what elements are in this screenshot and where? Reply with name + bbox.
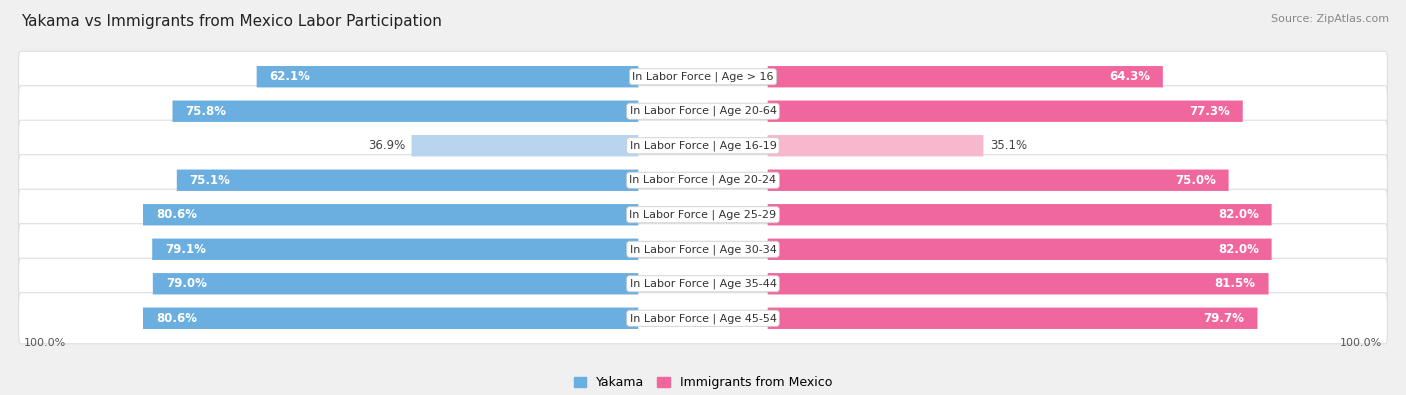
FancyBboxPatch shape (143, 308, 638, 329)
FancyBboxPatch shape (18, 155, 1388, 206)
Text: 100.0%: 100.0% (24, 338, 66, 348)
Text: 77.3%: 77.3% (1189, 105, 1230, 118)
FancyBboxPatch shape (18, 224, 1388, 275)
Text: Source: ZipAtlas.com: Source: ZipAtlas.com (1271, 14, 1389, 24)
FancyBboxPatch shape (18, 86, 1388, 137)
Text: 75.1%: 75.1% (190, 174, 231, 187)
FancyBboxPatch shape (768, 66, 1163, 87)
Text: 75.0%: 75.0% (1175, 174, 1216, 187)
Text: 79.7%: 79.7% (1204, 312, 1244, 325)
Text: 75.8%: 75.8% (186, 105, 226, 118)
FancyBboxPatch shape (18, 51, 1388, 102)
Text: 81.5%: 81.5% (1215, 277, 1256, 290)
FancyBboxPatch shape (768, 308, 1257, 329)
Text: 79.1%: 79.1% (165, 243, 207, 256)
Text: 62.1%: 62.1% (270, 70, 311, 83)
FancyBboxPatch shape (18, 120, 1388, 171)
Legend: Yakama, Immigrants from Mexico: Yakama, Immigrants from Mexico (574, 376, 832, 389)
Text: In Labor Force | Age 16-19: In Labor Force | Age 16-19 (630, 141, 776, 151)
Text: In Labor Force | Age 20-64: In Labor Force | Age 20-64 (630, 106, 776, 117)
FancyBboxPatch shape (173, 101, 638, 122)
Text: 35.1%: 35.1% (990, 139, 1026, 152)
Text: In Labor Force | Age > 16: In Labor Force | Age > 16 (633, 71, 773, 82)
FancyBboxPatch shape (18, 258, 1388, 309)
FancyBboxPatch shape (177, 169, 638, 191)
FancyBboxPatch shape (257, 66, 638, 87)
Text: Yakama vs Immigrants from Mexico Labor Participation: Yakama vs Immigrants from Mexico Labor P… (21, 14, 441, 29)
FancyBboxPatch shape (768, 204, 1271, 226)
Text: In Labor Force | Age 35-44: In Labor Force | Age 35-44 (630, 278, 776, 289)
FancyBboxPatch shape (768, 135, 983, 156)
FancyBboxPatch shape (768, 101, 1243, 122)
Text: 80.6%: 80.6% (156, 312, 197, 325)
Text: In Labor Force | Age 30-34: In Labor Force | Age 30-34 (630, 244, 776, 254)
Text: 100.0%: 100.0% (1340, 338, 1382, 348)
Text: In Labor Force | Age 20-24: In Labor Force | Age 20-24 (630, 175, 776, 186)
FancyBboxPatch shape (18, 293, 1388, 344)
FancyBboxPatch shape (152, 239, 638, 260)
Text: 80.6%: 80.6% (156, 208, 197, 221)
FancyBboxPatch shape (153, 273, 638, 294)
Text: In Labor Force | Age 45-54: In Labor Force | Age 45-54 (630, 313, 776, 324)
FancyBboxPatch shape (768, 273, 1268, 294)
Text: 36.9%: 36.9% (368, 139, 405, 152)
Text: 79.0%: 79.0% (166, 277, 207, 290)
Text: 82.0%: 82.0% (1218, 208, 1258, 221)
Text: 64.3%: 64.3% (1109, 70, 1150, 83)
FancyBboxPatch shape (768, 169, 1229, 191)
Text: 82.0%: 82.0% (1218, 243, 1258, 256)
FancyBboxPatch shape (412, 135, 638, 156)
FancyBboxPatch shape (143, 204, 638, 226)
Text: In Labor Force | Age 25-29: In Labor Force | Age 25-29 (630, 209, 776, 220)
FancyBboxPatch shape (768, 239, 1271, 260)
FancyBboxPatch shape (18, 189, 1388, 240)
